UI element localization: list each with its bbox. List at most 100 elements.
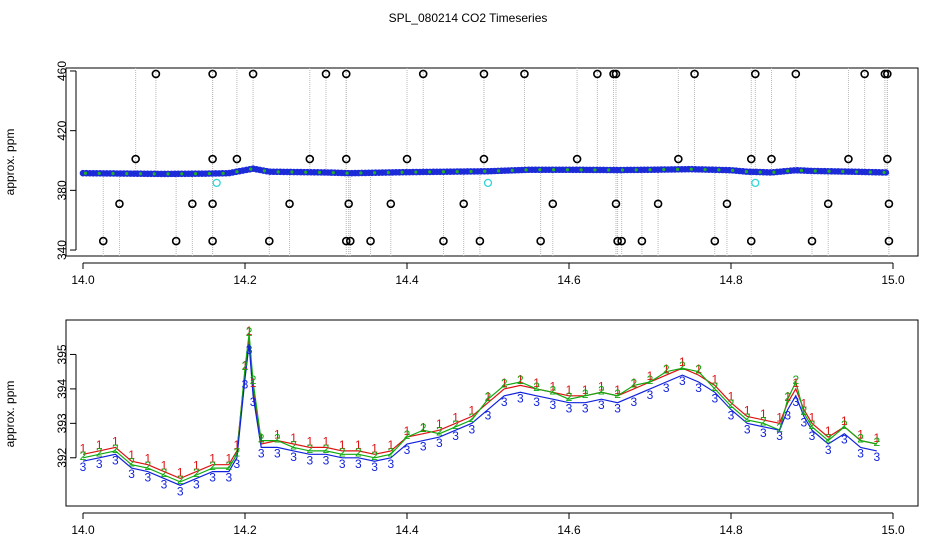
top-outlier-point [321, 69, 331, 79]
bottom-series-marker-2: 2 [387, 445, 394, 459]
top-outlier-point [690, 69, 699, 79]
top-x-axis: 14.0 14.2 14.4 14.6 14.8 15.0 [71, 262, 905, 287]
top-baseline-point-green [538, 168, 542, 172]
bottom-series-marker-1: 1 [371, 441, 378, 455]
bottom-series-marker-3: 3 [193, 477, 200, 491]
top-baseline-point-green [345, 171, 349, 175]
bottom-series-marker-3: 3 [420, 440, 427, 454]
bottom-series-marker-2: 2 [274, 432, 281, 446]
bottom-series-marker-3: 3 [274, 446, 281, 460]
top-baseline-point-green [152, 172, 156, 176]
top-baseline-point-green [813, 169, 817, 173]
bottom-series-marker-2: 2 [234, 445, 241, 459]
bottom-series-marker-1: 1 [355, 438, 362, 452]
bottom-series-marker-3: 3 [177, 484, 184, 498]
bottom-series-marker-3: 3 [517, 391, 524, 405]
top-baseline-point-green [304, 170, 308, 174]
bottom-series-marker-1: 1 [177, 465, 184, 479]
top-plot-frame [65, 67, 919, 257]
bottom-series-marker-3: 3 [468, 422, 475, 436]
top-outlier-point [611, 199, 621, 209]
bottom-series-line-2 [82, 333, 877, 483]
bottom-series-marker-2: 2 [744, 411, 751, 425]
bottom-series-marker-3: 3 [387, 457, 394, 471]
bottom-x-tick-label: 15.0 [881, 523, 905, 537]
bottom-series-marker-3: 3 [250, 395, 257, 409]
bottom-series-marker-2: 2 [468, 411, 475, 425]
bottom-series-marker-2: 2 [306, 442, 313, 456]
bottom-series-marker-1: 1 [274, 428, 281, 442]
bottom-series-marker-2: 2 [161, 466, 168, 480]
bottom-series-marker-2: 2 [598, 383, 605, 397]
top-outlier-point [884, 236, 894, 246]
bottom-series-marker-1: 1 [420, 421, 427, 435]
bottom-series-marker-2: 2 [420, 421, 427, 435]
bottom-series-marker-3: 3 [246, 343, 253, 357]
bottom-series-marker-3: 3 [371, 460, 378, 474]
top-outlier-point [884, 199, 894, 209]
bottom-series-marker-2: 2 [695, 363, 702, 377]
top-baseline-point-green [703, 167, 707, 172]
top-y-axis: 340 380 420 460 [55, 61, 77, 260]
bottom-series-marker-1: 1 [144, 452, 151, 466]
top-baseline-point-green [593, 168, 597, 172]
bottom-series-marker-2: 2 [258, 432, 265, 446]
top-baseline-point-green [359, 171, 363, 175]
top-outlier-point [248, 69, 258, 79]
bottom-series-marker-2: 2 [630, 376, 637, 390]
bottom-series-marker-1: 1 [339, 438, 346, 452]
bottom-x-tick-label: 14.4 [395, 523, 419, 537]
top-outlier-point [98, 236, 108, 246]
bottom-series-marker-1: 1 [242, 359, 249, 373]
bottom-series-marker-3: 3 [582, 402, 589, 416]
bottom-series-marker-2: 2 [246, 325, 253, 339]
bottom-series-marker-3: 3 [776, 429, 783, 443]
top-outlier-point [536, 236, 545, 246]
bottom-y-tick-label: 392 [55, 447, 69, 467]
bottom-series-marker-3: 3 [784, 409, 791, 423]
top-baseline-point-green [496, 169, 501, 173]
bottom-series-marker-2: 2 [290, 438, 297, 452]
top-outlier-point [750, 69, 760, 79]
top-outlier-point [637, 236, 647, 246]
bottom-series-marker-2: 2 [792, 373, 799, 387]
bottom-series-marker-2: 2 [452, 418, 459, 432]
bottom-series-marker-3: 3 [144, 471, 151, 485]
bottom-series-marker-1: 1 [873, 431, 880, 445]
top-outlier-point [746, 236, 756, 246]
bottom-series-marker-2: 2 [647, 373, 654, 387]
bottom-series-marker-2: 2 [728, 397, 735, 411]
bottom-y-axis: 392 393 394 395 [55, 344, 77, 468]
top-baseline-point-green [758, 170, 762, 174]
chart-title: SPL_080214 CO2 Timeseries [389, 11, 548, 25]
bottom-series-marker-3: 3 [801, 415, 808, 429]
bottom-series-marker-2: 2 [96, 445, 103, 459]
bottom-series-marker-2: 2 [225, 459, 232, 473]
bottom-series-marker-1: 1 [679, 355, 686, 369]
top-baseline-point-green [854, 170, 859, 174]
top-outlier-point [746, 154, 756, 164]
bottom-series-marker-1: 1 [485, 390, 492, 404]
top-outlier-point [520, 69, 529, 79]
bottom-series-marker-3: 3 [404, 443, 411, 457]
bottom-series-marker-1: 1 [566, 383, 573, 397]
top-baseline-point-green [648, 168, 652, 172]
bottom-y-tick-label: 395 [55, 344, 69, 364]
bottom-series-marker-1: 1 [630, 376, 637, 390]
top-baseline-point-green [166, 172, 170, 176]
bottom-series-marker-1: 1 [517, 372, 524, 386]
top-baseline-point-green [138, 172, 143, 176]
bottom-series-line-1 [82, 337, 877, 480]
bottom-series-marker-1: 1 [209, 452, 216, 466]
bottom-series-marker-1: 1 [598, 379, 605, 393]
top-baseline-point-green [441, 170, 446, 174]
bottom-series-marker-1: 1 [225, 452, 232, 466]
bottom-series-marker-1: 1 [112, 434, 119, 448]
bottom-y-tick-label: 394 [55, 379, 69, 399]
top-outlier-point [115, 199, 124, 209]
bottom-series-marker-3: 3 [760, 426, 767, 440]
bottom-x-tick-label: 14.6 [557, 523, 581, 537]
bottom-series-marker-3: 3 [161, 477, 168, 491]
bottom-series-marker-2: 2 [517, 373, 524, 387]
